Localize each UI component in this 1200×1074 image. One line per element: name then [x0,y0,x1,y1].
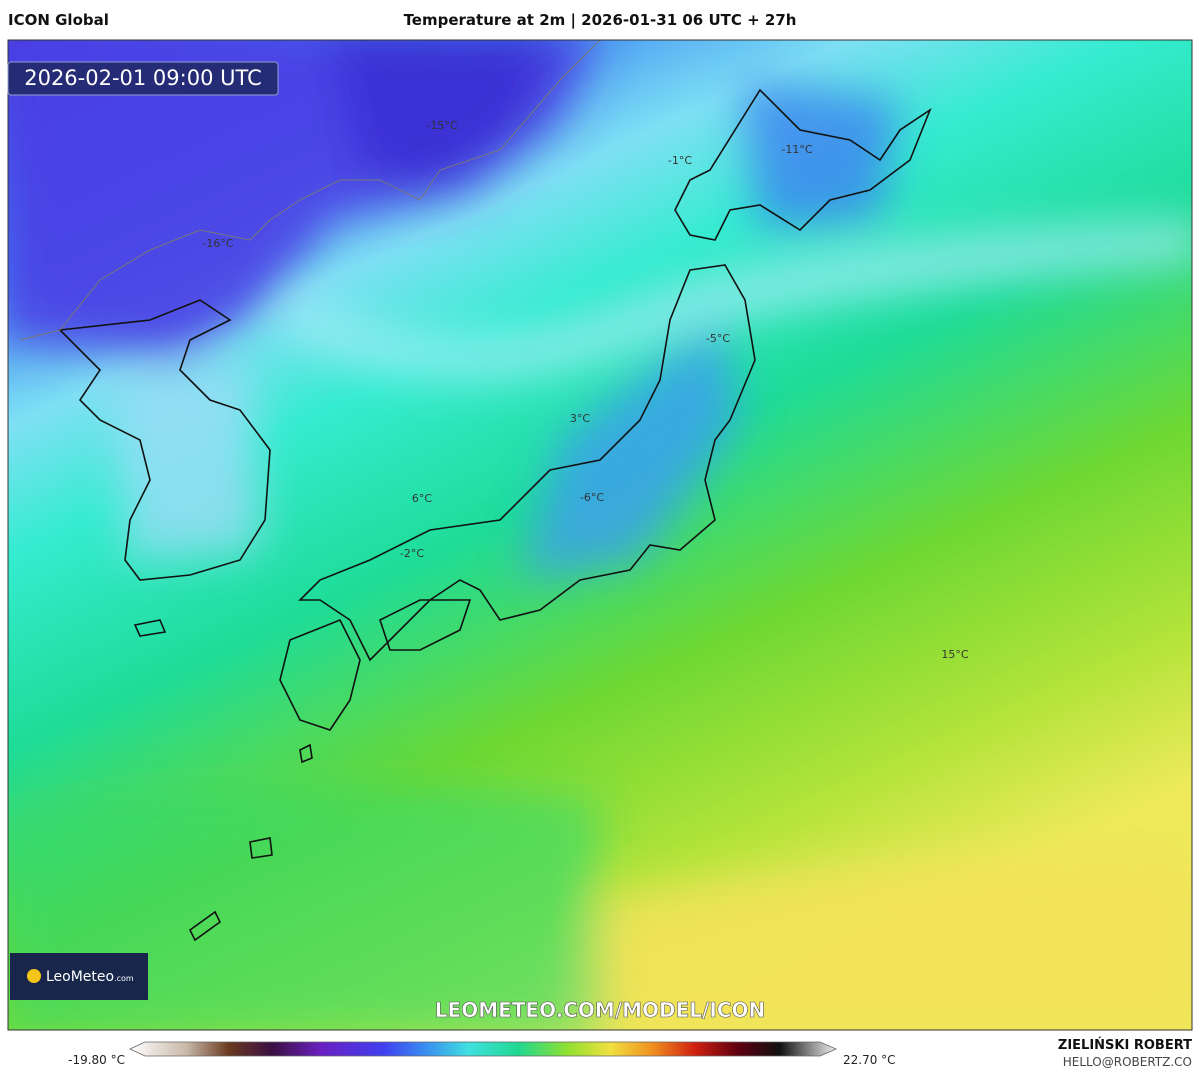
valid-time-box [7,61,279,96]
map-title: Temperature at 2m | 2026-01-31 06 UTC + … [404,11,797,30]
watermark: LEOMETEO.COM/MODEL/ICON [435,998,765,1022]
temp-label: 3°C [570,412,590,425]
logo-text: LeoMeteo.com [46,969,134,985]
temp-label: -2°C [400,547,424,560]
temp-label: 15°C [941,648,968,661]
email: HELLO@ROBERTZ.CO [1063,1055,1192,1069]
map-frame [7,39,1193,1031]
colorbar-min: -19.80 °C [68,1053,125,1067]
logo-name: LeoMeteo [46,969,114,985]
field-blobs [8,40,1192,1030]
valid-time: 2026-02-01 09:00 UTC [24,66,262,90]
temperature-labels: -15°C -1°C -11°C -16°C -5°C 3°C 6°C -6°C… [202,119,968,661]
temp-label: -11°C [781,143,812,156]
coastlines [19,40,932,942]
temp-label: -1°C [668,154,692,167]
colorbar-max: 22.70 °C [843,1053,896,1067]
colorbar-ramp [129,1041,837,1057]
map-area: -15°C -1°C -11°C -16°C -5°C 3°C 6°C -6°C… [8,40,1192,1030]
temp-label: -15°C [426,119,457,132]
logo-sun [27,969,41,983]
colorbar [129,1041,837,1057]
logo-suffix: .com [114,974,134,983]
temp-label: 6°C [412,492,432,505]
model-name: ICON Global [8,11,109,29]
temp-label: -16°C [202,237,233,250]
temp-label: -5°C [706,332,730,345]
temp-label: -6°C [580,491,604,504]
author: ZIELIŃSKI ROBERT [1058,1037,1192,1053]
